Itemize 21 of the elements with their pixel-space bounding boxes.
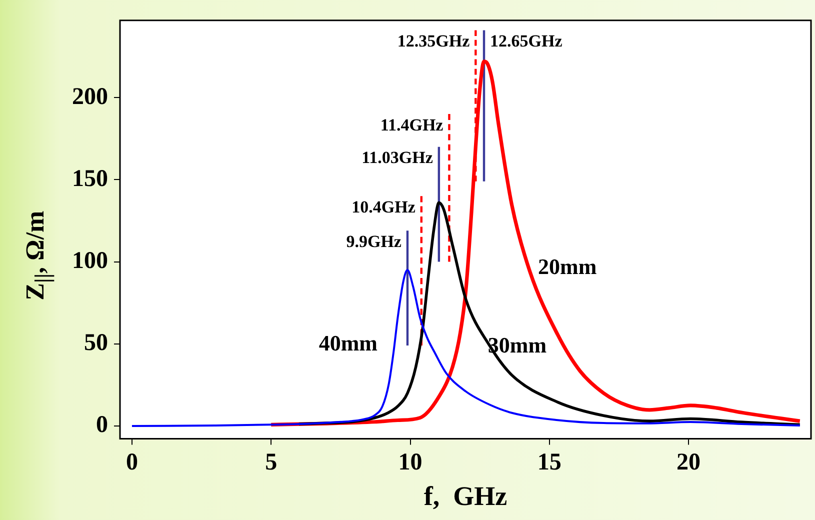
series-label: 20mm	[538, 254, 597, 280]
annotation: 11.03GHz	[362, 148, 434, 168]
x-tick-label: 5	[265, 449, 278, 476]
annotation: 12.65GHz	[490, 32, 563, 51]
x-tick-label: 15	[537, 449, 562, 476]
y-tick-label: 100	[72, 248, 108, 274]
y-tick-label: 200	[72, 84, 108, 110]
annotation: 9.9GHz	[346, 232, 402, 251]
annotation: 12.35GHz	[397, 32, 470, 51]
y-tick-label: 150	[72, 166, 108, 192]
annotation: 11.4GHz	[380, 115, 444, 134]
y-tick-label: 0	[96, 412, 108, 438]
x-tick-label: 20	[676, 449, 701, 476]
y-tick-label: 50	[84, 330, 108, 356]
annotation: 10.4GHz	[352, 197, 416, 216]
x-axis-title: f, GHz	[424, 480, 508, 511]
x-tick-label: 10	[398, 449, 422, 476]
x-tick-label: 0	[126, 449, 138, 476]
line-series	[298, 201, 802, 426]
series-label: 30mm	[488, 332, 547, 358]
series-label: 40mm	[318, 330, 378, 356]
